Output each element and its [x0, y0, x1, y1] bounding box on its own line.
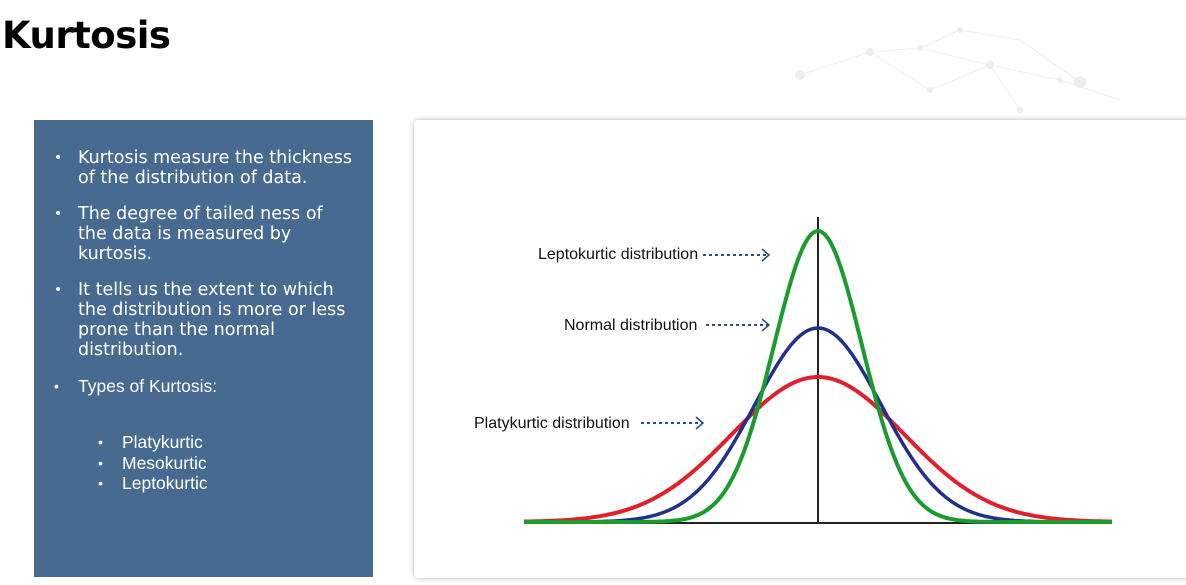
network-decoration	[795, 27, 1121, 113]
types-list: • Platykurtic • Mesokurtic • Leptokurtic	[98, 432, 208, 494]
arrow-normal	[706, 318, 771, 332]
leptokurtic-curve	[524, 229, 1112, 524]
arrow-leptokurtic	[703, 248, 771, 262]
bullet-list: • Kurtosis measure the thickness of the d…	[54, 148, 354, 412]
label-leptokurtic: Leptokurtic distribution	[538, 246, 698, 263]
bullet-item: • It tells us the extent to which the dis…	[54, 280, 346, 360]
slide-title: Kurtosis	[2, 14, 171, 57]
platykurtic-curve	[523, 375, 1113, 524]
label-normal: Normal distribution	[564, 317, 697, 334]
bullet-item: • The degree of tailed ness of the data i…	[54, 204, 323, 264]
type-item: • Mesokurtic	[98, 452, 207, 473]
bullet-item: • Kurtosis measure the thickness of the d…	[54, 148, 352, 188]
type-item: • Platykurtic	[98, 432, 203, 452]
type-item: • Leptokurtic	[98, 473, 208, 493]
diagram-card	[414, 120, 1186, 578]
text-panel: • Kurtosis measure the thickness of the d…	[34, 120, 373, 577]
label-platykurtic: Platykurtic distribution	[474, 415, 630, 432]
arrow-platykurtic	[641, 416, 705, 430]
bullet-item-types: • Types of Kurtosis:	[54, 376, 218, 396]
